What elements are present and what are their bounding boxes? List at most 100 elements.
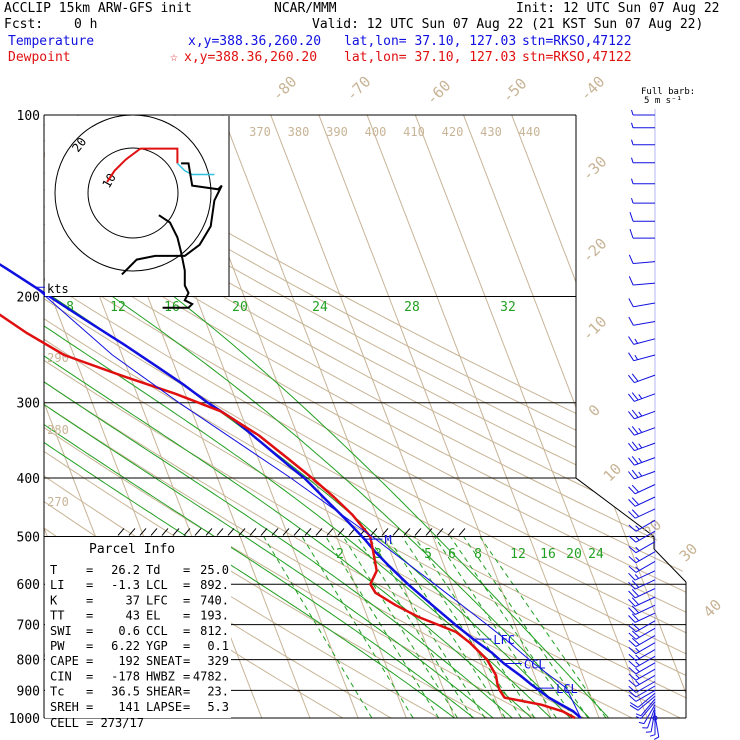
wind-barb: [628, 642, 656, 655]
hatch-mark: [205, 528, 213, 536]
parcel-key: CCL: [146, 624, 168, 638]
hatch-mark: [381, 528, 389, 536]
pressure-tick-label: 1000: [9, 712, 40, 727]
parcel-value: 25.0: [200, 563, 229, 577]
parcel-eq: =: [86, 593, 93, 607]
parcel-value: 812.: [200, 624, 229, 638]
wind-barb: [628, 441, 656, 452]
parcel-value: 141: [118, 700, 140, 714]
parcel-eq: =: [183, 654, 190, 668]
wind-barb: [638, 704, 656, 725]
dry-adiabat-line: [44, 115, 686, 718]
parcel-eq: =: [86, 669, 93, 683]
hatch-mark: [194, 528, 202, 536]
pressure-tick-label: 100: [17, 109, 40, 124]
parcel-eq: =: [183, 685, 190, 699]
temperature-legend-label: Temperature: [8, 34, 95, 49]
hatch-mark: [447, 528, 455, 536]
isotherm-line: [414, 115, 648, 718]
dry-adiabat-line: [44, 115, 686, 718]
hatch-mark: [161, 528, 169, 536]
wind-barb: [628, 635, 656, 648]
parcel-value: 329: [207, 654, 229, 668]
level-label-lfc: LFC: [493, 633, 515, 647]
dry-adiabat-line: [44, 115, 686, 718]
wind-barb: [628, 620, 656, 633]
hatch-mark: [337, 528, 345, 536]
pressure-tick-label: 800: [17, 654, 40, 669]
barb-legend-line2: 5 m s⁻¹: [644, 96, 682, 106]
dry-adiabat-line: [44, 115, 686, 718]
wind-barb: [631, 139, 655, 146]
hatch-mark: [150, 528, 158, 536]
hatch-mark: [414, 528, 422, 536]
wind-barb: [628, 409, 656, 420]
sounding-profiles: [0, 263, 582, 720]
isotherm-label: -30: [579, 153, 611, 185]
theta-left-label: 280: [47, 423, 69, 437]
wind-barb: [629, 228, 655, 239]
hatch-mark: [282, 528, 290, 536]
mixing-ratio-upper-label: 8: [66, 300, 74, 315]
frame-slant-lower: [653, 548, 687, 583]
hodograph-background: [45, 116, 229, 296]
isotherm-line: [511, 115, 686, 718]
hatch-mark: [238, 528, 246, 536]
parcel-key: K: [50, 593, 58, 607]
hatch-mark: [183, 528, 191, 536]
parcel-eq: =: [183, 563, 190, 577]
wind-barb: [653, 715, 660, 740]
wind-barb: [628, 316, 656, 326]
wind-barbs: [628, 109, 660, 740]
wind-barb: [628, 612, 656, 623]
temperature-profile-line: [0, 263, 582, 719]
fcst-value: 0 h: [74, 17, 98, 32]
wind-barb: [635, 701, 656, 720]
theta-label: 420: [442, 125, 464, 139]
wind-barb: [628, 689, 656, 702]
parcel-eq: =: [86, 700, 93, 714]
theta-label: 430: [480, 125, 502, 139]
pressure-tick-label: 900: [17, 684, 40, 699]
pressure-tick-label: 600: [17, 578, 40, 593]
isotherm-label: 30: [676, 540, 702, 566]
level-label-lcl: LCL: [556, 682, 578, 696]
hatch-mark: [227, 528, 235, 536]
mixing-ratio-lower-label: 5: [424, 547, 432, 562]
pressure-tick-label: 500: [17, 530, 40, 545]
parcel-value: 43: [126, 609, 140, 623]
pressure-tick-labels: 100 200 300 400 500 600 700 800 900 1000: [9, 109, 40, 727]
dewpoint-profile-line: [0, 313, 576, 720]
parcel-value: -1.3: [111, 578, 140, 592]
wind-barb: [628, 668, 656, 681]
pressure-tick-label: 200: [17, 291, 40, 306]
wind-barb: [629, 695, 656, 711]
wind-barb: [628, 469, 656, 480]
isotherm-label: -40: [577, 73, 609, 105]
parcel-key: LAPSE: [146, 700, 182, 714]
hatch-mark: [216, 528, 224, 536]
hatch-mark: [260, 528, 268, 536]
parcel-value: 23.: [207, 685, 229, 699]
theta-left-label: 270: [47, 495, 69, 509]
parcel-value: 193.: [200, 609, 229, 623]
dewpoint-legend-label: Dewpoint: [8, 50, 71, 65]
wind-barb: [628, 560, 656, 573]
plot-frame: [43, 115, 687, 718]
pressure-tick-label: 300: [17, 397, 40, 412]
hodograph-trace-black: [121, 162, 223, 276]
wind-barb: [629, 212, 655, 222]
isotherm-label: -10: [579, 313, 611, 345]
frame-slant: [575, 477, 655, 537]
wind-barb: [628, 352, 656, 362]
wind-barb: [628, 674, 656, 687]
parcel-eq: =: [183, 624, 190, 638]
isotherm-line: [318, 115, 552, 718]
parcel-eq: =: [86, 639, 93, 653]
parcel-key: Td: [146, 563, 160, 577]
parcel-value: 5.3: [207, 700, 229, 714]
parcel-eq: =: [183, 578, 190, 592]
dewpoint-latlon: lat,lon= 37.10, 127.03: [344, 50, 517, 65]
wind-barb: [628, 604, 656, 615]
